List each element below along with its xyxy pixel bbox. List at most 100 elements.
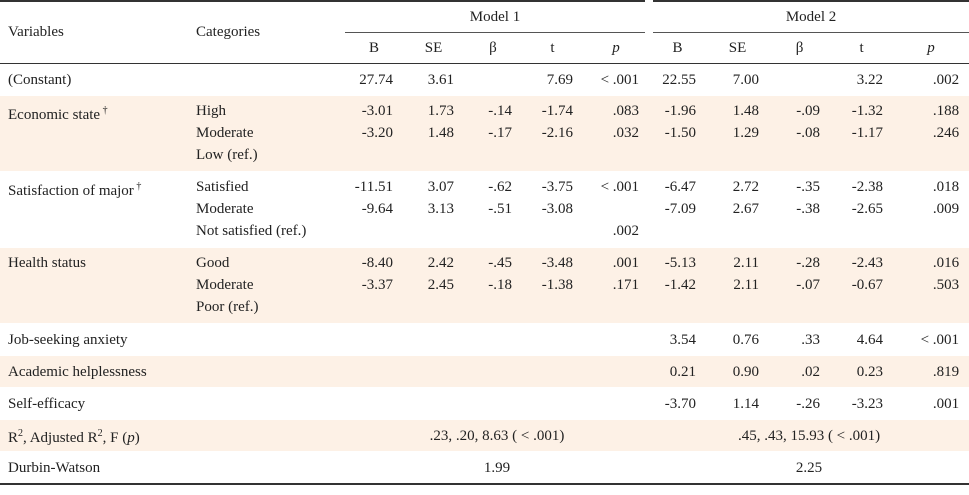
value: -11.51 <box>354 179 393 195</box>
value <box>714 144 759 166</box>
m1-p-cell: < .001 <box>583 64 649 96</box>
value <box>530 296 573 318</box>
table-row: Academic helplessness 0.21 0.90 .02 0.23 .81… <box>0 355 969 388</box>
m1-b-cell <box>345 387 403 420</box>
category-list: Good Moderate Poor (ref.) <box>188 247 345 324</box>
value <box>591 394 639 414</box>
value: -.38 <box>796 201 821 217</box>
value: .016 <box>932 255 960 271</box>
value: 27.74 <box>359 71 393 88</box>
m2-beta-cell: .33 <box>769 323 831 356</box>
header-m1-beta: β <box>464 32 522 64</box>
m2-b-cell: -5.13 -1.42 <box>649 247 707 324</box>
value <box>353 394 393 414</box>
m2-se-cell: 1.14 <box>706 387 770 420</box>
value: .503 <box>932 277 960 293</box>
m2-se-cell: 2.72 2.67 <box>706 171 770 248</box>
value <box>777 296 820 318</box>
variable-name: Health status <box>0 247 188 324</box>
header-categories: Categories <box>188 0 345 64</box>
m1-se-cell: 3.61 <box>403 64 464 96</box>
value: 3.07 <box>427 179 454 195</box>
m2-p-cell: < .001 <box>893 323 969 356</box>
category-label: Moderate <box>196 125 254 141</box>
header-m2-se: SE <box>706 32 770 64</box>
m2-se-cell: 0.76 <box>706 323 770 356</box>
category-label <box>196 70 337 90</box>
value: 1.14 <box>732 395 760 412</box>
value: .246 <box>932 125 960 141</box>
header-m1-p: p <box>583 32 650 64</box>
value: .001 <box>932 395 960 412</box>
m2-t-cell: -2.43 -0.67 <box>830 247 894 324</box>
value: < .001 <box>600 71 640 88</box>
m2-beta-cell: .02 <box>769 355 831 388</box>
value <box>411 362 454 382</box>
header-m2-p: p <box>893 32 969 64</box>
value: 2.72 <box>732 179 760 195</box>
value: .032 <box>612 125 640 141</box>
category-label <box>196 394 337 414</box>
m2-b-cell: 22.55 <box>649 64 706 96</box>
m1-beta-cell <box>464 355 522 388</box>
m1-se-cell <box>403 323 464 356</box>
variable-name: Job-seeking anxiety <box>0 323 188 356</box>
value <box>353 362 393 382</box>
m1-t-cell: -3.48 -1.38 <box>522 247 583 324</box>
m2-se-cell: 7.00 <box>706 64 769 96</box>
m1-se-cell: 2.42 2.45 <box>403 247 464 324</box>
m1-b-cell <box>345 323 403 356</box>
value <box>838 296 883 318</box>
variable-name: (Constant) <box>8 71 72 88</box>
m2-t-cell: -3.23 <box>830 387 894 420</box>
value <box>838 144 883 166</box>
regression-table: Variables Categories Model 1 Model 2 B S… <box>0 0 969 485</box>
value: -.09 <box>796 103 821 119</box>
m1-b-cell: -3.01 -3.20 <box>345 95 403 172</box>
value <box>530 362 573 382</box>
value: 22.55 <box>662 71 697 88</box>
value: 1.29 <box>732 125 760 141</box>
m2-se-cell: 0.90 <box>706 355 770 388</box>
value <box>530 330 573 350</box>
value: -2.43 <box>851 255 884 271</box>
fit-model-2: .45, .43, 15.93 ( < .001) <box>649 419 969 452</box>
value: -3.70 <box>664 395 697 412</box>
m1-beta-cell <box>464 323 522 356</box>
m1-beta-cell <box>464 387 522 420</box>
value <box>530 394 573 414</box>
value: -5.13 <box>664 255 697 271</box>
value: .188 <box>932 103 960 119</box>
value: 2.45 <box>427 277 454 293</box>
value <box>901 296 959 318</box>
value: -3.23 <box>851 395 884 412</box>
dagger-footnote-mark: † <box>100 105 108 116</box>
value: 2.42 <box>427 255 454 271</box>
value <box>472 296 512 318</box>
m2-t-cell: -1.32 -1.17 <box>830 95 894 172</box>
value <box>530 220 573 242</box>
value <box>472 362 512 382</box>
category-label: Satisfied <box>196 179 249 195</box>
category-label: Low (ref.) <box>196 147 258 163</box>
value: -1.38 <box>541 277 573 293</box>
value: -.51 <box>488 201 512 217</box>
value: -6.47 <box>664 179 697 195</box>
value: 1.48 <box>732 103 760 119</box>
table-row: Job-seeking anxiety 3.54 0.76 .33 4.64 < .00… <box>0 323 969 356</box>
header-m1-b: B <box>345 32 403 64</box>
value: 0.23 <box>856 363 884 380</box>
value <box>411 296 454 318</box>
m1-b-cell: -11.51 -9.64 <box>345 171 403 248</box>
value: -7.09 <box>664 201 697 217</box>
table-row: Satisfaction of major † Satisfied Moderate… <box>0 171 969 248</box>
value: -3.01 <box>361 103 393 119</box>
value: 0.76 <box>732 331 760 348</box>
m2-b-cell: -6.47 -7.09 <box>649 171 707 248</box>
value: .819 <box>932 363 960 380</box>
m1-p-cell: .001 .171 <box>583 247 650 324</box>
category-list: Satisfied Moderate Not satisfied (ref.) <box>188 171 345 248</box>
m1-p-cell <box>583 355 650 388</box>
m2-p-cell: .001 <box>893 387 969 420</box>
value: .083 <box>612 103 640 119</box>
